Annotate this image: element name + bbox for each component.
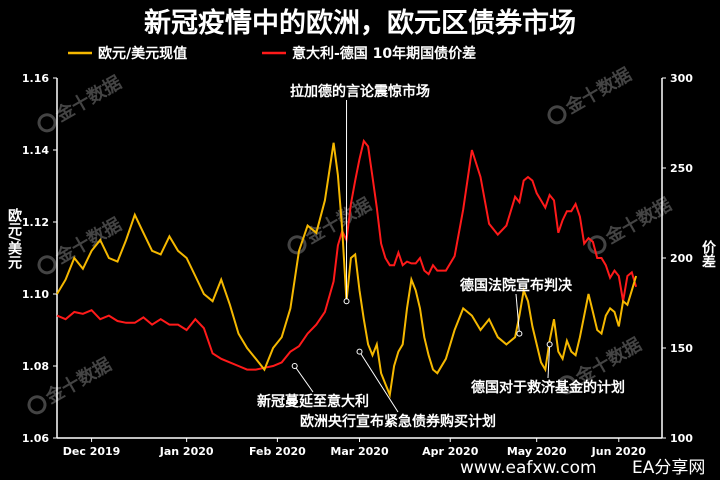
x-tick-label: May 2020 xyxy=(507,445,567,458)
annotation-leader xyxy=(359,351,399,413)
annotation-covid-italy: 新冠蔓延至意大利 xyxy=(257,393,369,410)
left-tick-label: 1.08 xyxy=(22,360,49,373)
watermark-text: 金十数据 xyxy=(301,193,375,249)
footer: www.eafxw.com EA分享网 xyxy=(460,458,705,478)
right-tick-label: 100 xyxy=(670,432,693,445)
legend-label-spread: 意大利-德国 10年期国债价差 xyxy=(292,45,476,62)
left-y-ticks: 1.06 1.08 1.10 1.12 1.14 1.16 xyxy=(22,72,57,445)
left-axis-title: 欧元/美元 xyxy=(6,207,22,270)
footer-brand: EA分享网 xyxy=(632,458,705,478)
x-tick-label: Apr 2020 xyxy=(422,445,479,458)
right-tick-label: 150 xyxy=(670,342,693,355)
annotation-relief-fund: 德国对于救济基金的计划 xyxy=(471,379,625,396)
annotation-leader xyxy=(515,293,520,334)
annotation-marker xyxy=(291,363,298,369)
legend: 欧元/美元现值 意大利-德国 10年期国债价差 xyxy=(68,45,476,62)
watermark-text: 金十数据 xyxy=(561,63,635,119)
annotation-marker xyxy=(356,348,363,355)
annotation-ecb-program: 欧洲央行宣布紧急债券购买计划 xyxy=(300,413,496,430)
watermark: 金十数据 xyxy=(547,63,635,125)
x-tick-label: Dec 2019 xyxy=(63,445,121,458)
x-tick-label: Mar 2020 xyxy=(330,445,389,458)
watermarks: 金十数据 金十数据 金十数据 金十数据 金十数据 金十数据 金十数据 xyxy=(27,63,675,415)
annotation-lagarde: 拉加德的言论震惊市场 xyxy=(290,83,430,100)
left-tick-label: 1.10 xyxy=(22,288,49,301)
x-tick-label: Jan 2020 xyxy=(159,445,214,458)
left-tick-label: 1.16 xyxy=(22,72,49,85)
right-y-ticks: 100 150 200 250 300 xyxy=(662,72,693,445)
left-tick-label: 1.06 xyxy=(22,432,49,445)
watermark-text: 金十数据 xyxy=(601,193,675,249)
annotation-marker xyxy=(343,298,350,305)
annotation-marker xyxy=(516,330,523,337)
x-tick-label: Jun 2020 xyxy=(591,445,647,458)
annotation-german-court: 德国法院宣布判决 xyxy=(460,277,573,294)
annotation-leader xyxy=(547,344,551,379)
footer-site: www.eafxw.com xyxy=(460,458,597,478)
series-line-spread xyxy=(56,138,638,371)
right-tick-label: 300 xyxy=(670,72,693,85)
right-tick-label: 200 xyxy=(670,252,693,265)
watermark-text: 金十数据 xyxy=(41,353,115,409)
right-axis-title: 价差 xyxy=(700,240,716,268)
annotation-marker xyxy=(546,341,553,348)
chart-title: 新冠疫情中的欧洲，欧元区债券市场 xyxy=(144,7,576,39)
legend-label-eurusd: 欧元/美元现值 xyxy=(98,45,187,62)
left-tick-label: 1.12 xyxy=(22,216,49,229)
annotation-leader xyxy=(294,365,314,393)
right-tick-label: 250 xyxy=(670,162,693,175)
annotations: 拉加德的言论震惊市场 新冠蔓延至意大利 欧洲央行宣布紧急债券购买计划 德国法院宣… xyxy=(257,83,625,430)
watermark: 金十数据 xyxy=(287,193,375,255)
x-ticks: Dec 2019 Jan 2020 Feb 2020 Mar 2020 Apr 2020… xyxy=(63,438,646,458)
series-line-eurusd xyxy=(56,142,638,399)
left-tick-label: 1.14 xyxy=(22,144,49,157)
x-tick-label: Feb 2020 xyxy=(249,445,306,458)
watermark-text: 金十数据 xyxy=(51,71,125,127)
